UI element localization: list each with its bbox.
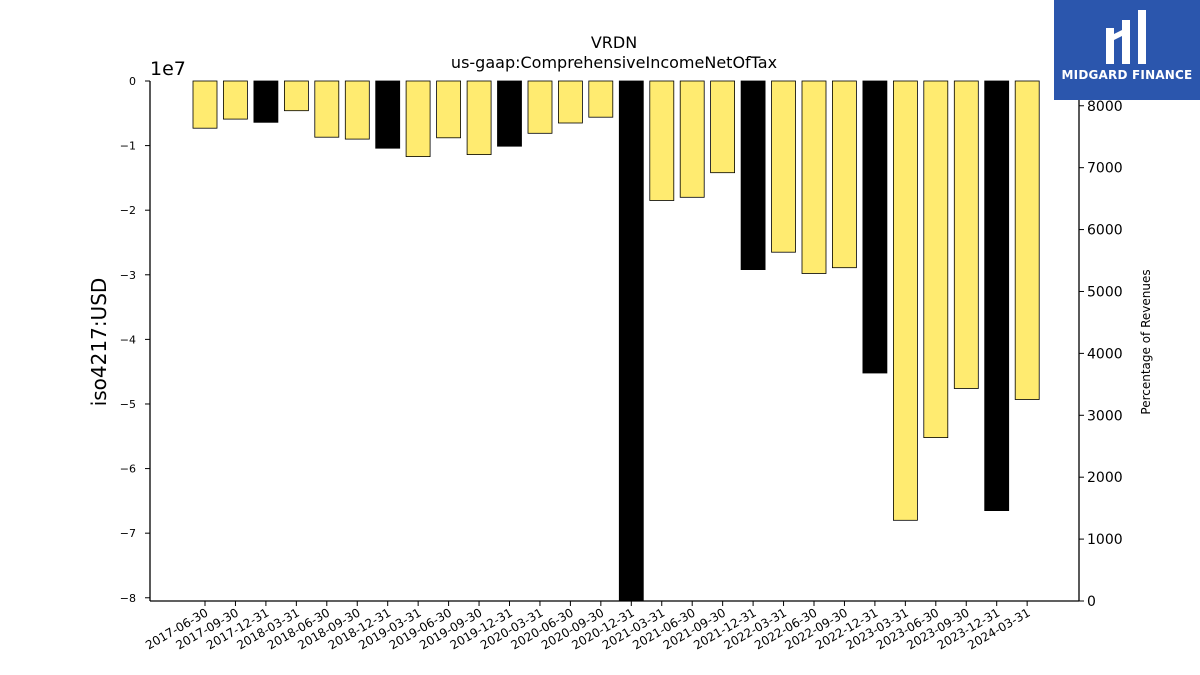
bar-quarter bbox=[344, 80, 370, 140]
bar-annual bbox=[253, 80, 279, 123]
y2-tick-label: 1000 bbox=[1087, 532, 1123, 548]
bar-quarter bbox=[405, 80, 431, 157]
y2-axis-label: Percentage of Revenues bbox=[1139, 269, 1153, 414]
bar-quarter bbox=[558, 80, 583, 124]
y-tick-label: −3 bbox=[120, 269, 136, 282]
bar-quarter bbox=[679, 80, 705, 198]
bar-quarter bbox=[953, 80, 979, 389]
bar-quarter bbox=[588, 80, 614, 118]
bar-quarter bbox=[893, 80, 918, 521]
bar-annual bbox=[984, 80, 1010, 512]
y-tick-label: −7 bbox=[120, 527, 136, 540]
bar-quarter bbox=[1014, 80, 1040, 400]
y2-ticks-group: 0 1000 2000 3000 4000 5000 6000 7000 8000 bbox=[1079, 99, 1123, 610]
bar-quarter bbox=[832, 80, 857, 269]
logo-text: MIDGARD FINANCE bbox=[1061, 68, 1193, 82]
bar-quarter bbox=[923, 80, 949, 439]
y-tick-label: −1 bbox=[120, 140, 136, 153]
bar-quarter bbox=[466, 80, 492, 155]
bar-quarter bbox=[283, 80, 309, 112]
bar-quarter bbox=[527, 80, 553, 134]
chart-subtitle: us-gaap:ComprehensiveIncomeNetOfTax bbox=[451, 53, 777, 72]
y2-tick-label: 7000 bbox=[1087, 161, 1123, 177]
y-offset-label: 1e7 bbox=[150, 58, 186, 80]
bar-quarter bbox=[222, 80, 248, 120]
chart-title: VRDN bbox=[591, 33, 637, 52]
y-tick-label: −8 bbox=[120, 592, 136, 605]
y-tick-label: 0 bbox=[129, 75, 136, 88]
bar-quarter bbox=[801, 80, 827, 274]
y2-tick-label: 0 bbox=[1087, 594, 1096, 610]
bar-annual bbox=[375, 80, 401, 149]
y2-tick-label: 4000 bbox=[1087, 346, 1123, 362]
y2-tick-label: 3000 bbox=[1087, 408, 1123, 424]
midgard-finance-logo: MIDGARD FINANCE bbox=[1054, 0, 1200, 100]
y-tick-label: −2 bbox=[120, 204, 136, 217]
x-ticks-group: 2017-06-302017-09-302017-12-312018-03-31… bbox=[143, 601, 1033, 652]
y-tick-label: −5 bbox=[120, 398, 136, 411]
y2-tick-label: 2000 bbox=[1087, 470, 1123, 486]
y2-tick-label: 5000 bbox=[1087, 284, 1123, 300]
y2-tick-label: 6000 bbox=[1087, 223, 1123, 239]
bar-quarter bbox=[649, 80, 675, 201]
bar-quarter bbox=[192, 80, 218, 129]
bar-quarter bbox=[436, 80, 462, 139]
bar-annual bbox=[618, 80, 644, 602]
bars-group bbox=[192, 80, 1040, 602]
bar-annual bbox=[862, 80, 888, 374]
y-tick-label: −4 bbox=[120, 333, 136, 346]
midgard-logo-icon bbox=[1106, 10, 1146, 64]
y2-tick-label: 8000 bbox=[1087, 99, 1123, 115]
bar-quarter bbox=[710, 80, 735, 174]
bar-annual bbox=[497, 80, 522, 147]
bar-annual bbox=[740, 80, 766, 271]
y-axis-label: iso4217:USD bbox=[87, 278, 111, 407]
bar-quarter bbox=[314, 80, 340, 138]
y-ticks-group: 0 −1 −2 −3 −4 −5 −6 −7 −8 bbox=[120, 75, 150, 605]
bar-quarter bbox=[771, 80, 796, 253]
y-tick-label: −6 bbox=[120, 463, 136, 476]
